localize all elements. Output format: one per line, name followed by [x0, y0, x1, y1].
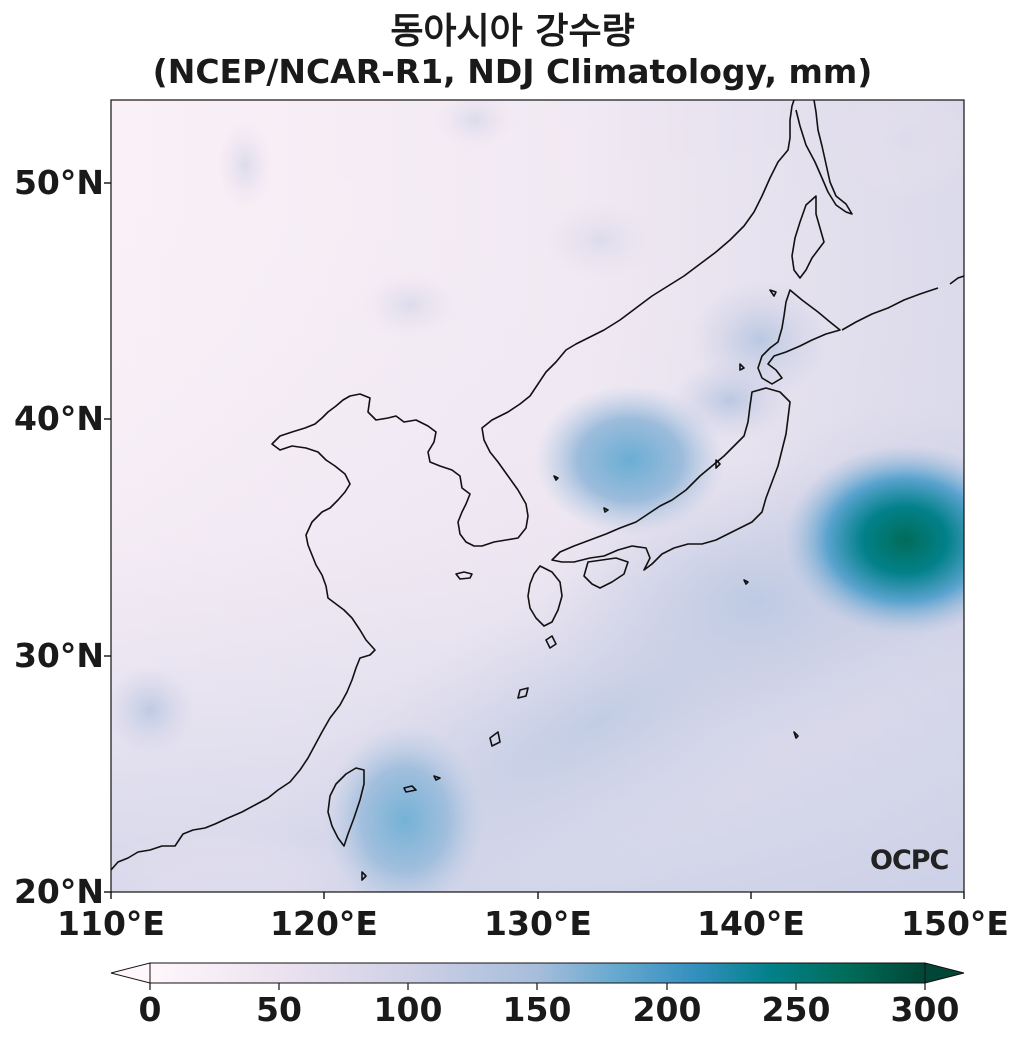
- coastline-kyushu: [527, 565, 563, 627]
- coastline-honshu: [551, 387, 791, 571]
- lat-label-20: 20°N: [13, 872, 104, 911]
- colorbar-label-300: 300: [890, 990, 960, 1029]
- colorbar-extend-low: [110, 962, 151, 984]
- lon-label-150: 150°E: [901, 904, 1009, 943]
- lon-label-110: 110°E: [57, 904, 165, 943]
- lat-label-50: 50°N: [13, 163, 104, 202]
- coastline-shikoku: [583, 557, 629, 589]
- map-title: 동아시아 강수량: [390, 11, 635, 52]
- ocpc-logo: OCPC: [870, 845, 949, 876]
- coastline-kurils: [841, 287, 939, 331]
- coastlines: [111, 100, 964, 881]
- colorbar-extend-high: [924, 962, 965, 984]
- colorbar: [110, 962, 965, 990]
- colorbar-label-100: 100: [373, 990, 443, 1029]
- coastline-jeju: [455, 571, 473, 580]
- map-subtitle: (NCEP/NCAR-R1, NDJ Climatology, mm): [152, 52, 873, 91]
- colorbar-label-250: 250: [761, 990, 831, 1029]
- coastline-sakhalin: [795, 100, 853, 215]
- coastline-sakhalin-south: [791, 195, 825, 279]
- lon-label-140: 140°E: [697, 904, 805, 943]
- coastline-mainland: [111, 100, 795, 871]
- colorbar-gradient: [150, 963, 925, 983]
- colorbar-label-200: 200: [632, 990, 702, 1029]
- coastline-taiwan: [327, 767, 365, 847]
- colorbar-label-50: 50: [256, 990, 302, 1029]
- colorbar-label-150: 150: [502, 990, 572, 1029]
- coastline-hokkaido: [757, 289, 841, 385]
- lat-label-40: 40°N: [13, 399, 104, 438]
- axis-ticks: [104, 182, 965, 899]
- lat-label-30: 30°N: [13, 636, 104, 675]
- lon-label-130: 130°E: [484, 904, 592, 943]
- colorbar-label-0: 0: [138, 990, 162, 1029]
- lon-label-120: 120°E: [270, 904, 378, 943]
